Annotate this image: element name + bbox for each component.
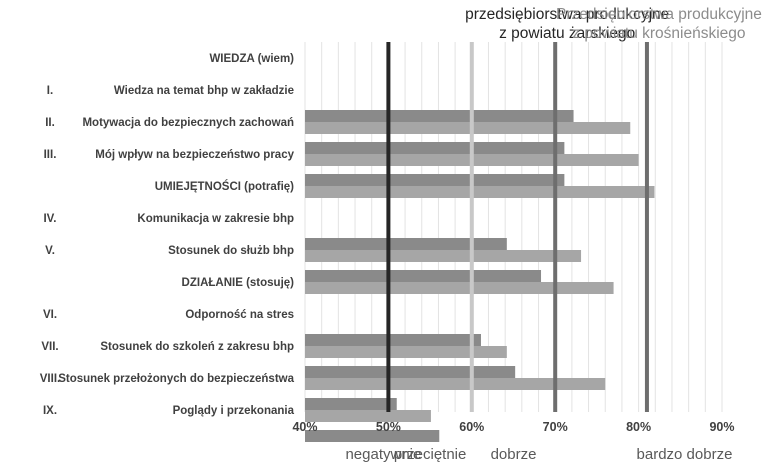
bar-2 [305,378,606,390]
tick-label: 60% [459,420,484,434]
tick-label: 90% [709,420,734,434]
zone-label: negatywnie [345,446,421,463]
roman-numeral: I. [47,85,53,97]
bars [305,110,655,442]
bar-1 [305,430,440,442]
bar-1 [305,110,574,122]
bar-1 [305,334,481,346]
bar-1 [305,270,542,282]
roman-numeral: VIII. [40,373,60,385]
bar-1 [305,174,565,186]
roman-numeral: III. [44,149,57,161]
reference-header: z powiatu krośnieńskiego [572,25,745,42]
bar-2 [305,346,507,358]
category-label: Poglądy i przekonania [173,405,295,417]
bar-2 [305,122,631,134]
section-label: UMIEJĘTNOŚCI (potrafię) [155,180,294,193]
reference-headers: przedsiębiorstwa produkcyjne z powiatu ża… [465,6,762,42]
x-axis-ticks: 40% 50% 60% 70% 80% 90% [292,420,734,434]
bar-1 [305,366,516,378]
zone-label: dobrze [491,446,537,463]
reference-header: z powiatu żarskiego [499,25,635,42]
category-label: Stosunek przełożonych do bezpieczeństwa [58,373,294,385]
category-label: Stosunek do służb bhp [168,245,294,257]
bar-1 [305,238,507,250]
zone-label: przeciętnie [394,446,467,463]
category-label: Motywacja do bezpiecznych zachowań [82,117,294,129]
bar-1 [305,398,397,410]
bar-2 [305,186,655,198]
reference-lines [386,42,649,412]
tick-label: 40% [292,420,317,434]
bar-2 [305,282,614,294]
bar-2 [305,250,582,262]
tick-label: 70% [543,420,568,434]
zone-label: bardzo dobrze [637,446,733,463]
reference-header: przedsiębiorstwa produkcyjne [465,6,669,23]
section-label: DZIAŁANIE (stosuję) [182,277,295,289]
tick-label: 50% [376,420,401,434]
category-label: Stosunek do szkoleń z zakresu bhp [100,341,294,353]
category-label: Mój wpływ na bezpieczeństwo pracy [95,149,294,161]
roman-numeral: VII. [41,341,58,353]
category-label: Komunikacja w zakresie bhp [137,213,294,225]
category-label: Wiedza na temat bhp w zakładzie [114,85,294,97]
roman-numeral: II. [45,117,55,129]
reference-header: Przedsiębiorstwa produkcyjne [556,6,762,23]
roman-numeral: IV. [43,213,56,225]
bar-2 [305,410,431,422]
section-label: WIEDZA (wiem) [209,53,294,65]
bar-1 [305,142,565,154]
roman-numeral: VI. [43,309,57,321]
roman-numeral: IX. [43,405,57,417]
category-label: Odporność na stres [185,309,294,321]
category-labels: WIEDZA (wiem) I. Wiedza na temat bhp w zak… [40,53,295,417]
roman-numeral: V. [45,245,55,257]
tick-label: 80% [626,420,651,434]
